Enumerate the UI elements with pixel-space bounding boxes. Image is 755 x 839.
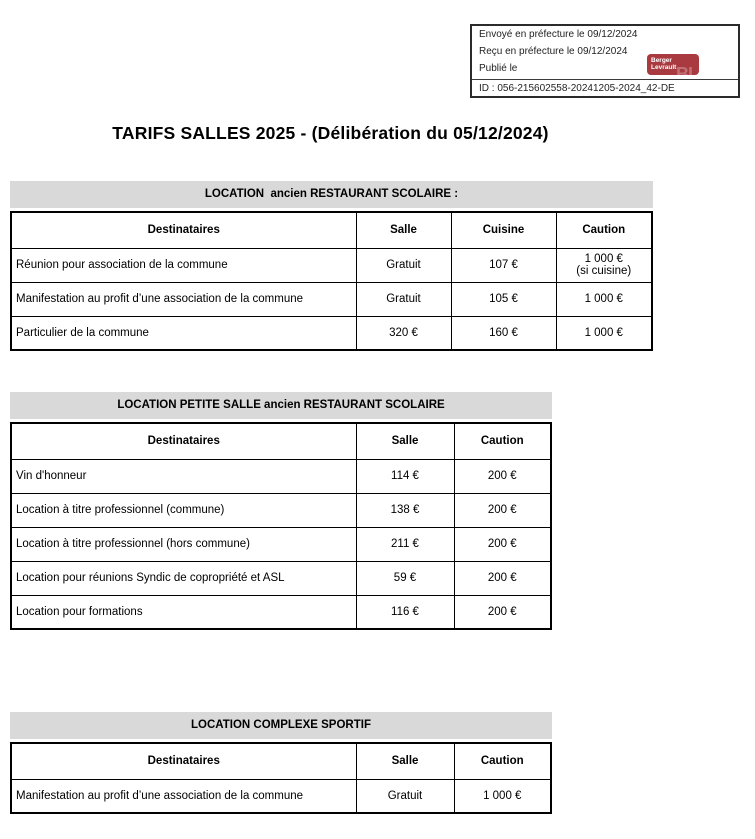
cell-tarif: 320 € — [355, 315, 452, 351]
column-header: Destinataires — [10, 211, 357, 249]
cell-tarif: 200 € — [453, 492, 552, 528]
section-title: LOCATION PETITE SALLE ancien RESTAURANT … — [10, 392, 552, 419]
table-block-ancien-restaurant-scolaire: LOCATION ancien RESTAURANT SCOLAIRE : De… — [10, 181, 653, 351]
section-title: LOCATION COMPLEXE SPORTIF — [10, 712, 552, 739]
cell-tarif: 160 € — [450, 315, 557, 351]
table-row: Location à titre professionnel (commune)… — [10, 492, 552, 528]
cell-tarif: 116 € — [355, 594, 455, 630]
cell-tarif: 59 € — [355, 560, 455, 596]
section-title: LOCATION ancien RESTAURANT SCOLAIRE : — [10, 181, 653, 208]
table-row: Particulier de la commune 320 €160 €1 000… — [10, 315, 653, 351]
cell-destinataire: Manifestation au profit d’une associatio… — [10, 281, 357, 317]
cell-destinataire: Réunion pour association de la commune — [10, 247, 357, 283]
column-header: Caution — [555, 211, 653, 249]
table-row: Location pour réunions Syndic de copropr… — [10, 560, 552, 596]
column-header: Salle — [355, 422, 455, 460]
cell-tarif: 1 000 € — [555, 315, 653, 351]
cell-tarif: 107 € — [450, 247, 557, 283]
table-row: Réunion pour association de la commune Gr… — [10, 247, 653, 283]
table-row: Vin d'honneur 114 €200 € — [10, 458, 552, 494]
cell-tarif: 200 € — [453, 526, 552, 562]
tarif-table-complexe-sportif: Destinataires Salle Caution Manifestation a… — [10, 742, 552, 814]
column-header: Caution — [453, 742, 552, 780]
column-header: Salle — [355, 211, 452, 249]
cell-tarif: 200 € — [453, 560, 552, 596]
cell-destinataire: Location à titre professionnel (hors com… — [10, 526, 357, 562]
cell-tarif: 200 € — [453, 594, 552, 630]
cell-tarif: 200 € — [453, 458, 552, 494]
column-header: Caution — [453, 422, 552, 460]
cell-destinataire: Location à titre professionnel (commune) — [10, 492, 357, 528]
cell-destinataire: Particulier de la commune — [10, 315, 357, 351]
cell-tarif: 211 € — [355, 526, 455, 562]
table-row: Location à titre professionnel (hors com… — [10, 526, 552, 562]
logo-text-line2: Levrault — [651, 64, 677, 71]
stamp-id-line: ID : 056-215602558-20241205-2024_42-DE — [472, 79, 738, 96]
column-header: Cuisine — [450, 211, 557, 249]
logo-text-line1: Berger — [651, 57, 672, 64]
table-row: Manifestation au profit d’une associatio… — [10, 778, 552, 814]
cell-tarif: 1 000 € — [555, 281, 653, 317]
column-header: Destinataires — [10, 422, 357, 460]
logo-watermark: BL — [676, 64, 699, 75]
cell-tarif: Gratuit — [355, 247, 452, 283]
column-header: Destinataires — [10, 742, 357, 780]
column-header: Salle — [355, 742, 455, 780]
stamp-published-line: Publié le — [479, 63, 518, 74]
cell-destinataire: Location pour réunions Syndic de copropr… — [10, 560, 357, 596]
cell-tarif: Gratuit — [355, 281, 452, 317]
cell-destinataire: Location pour formations — [10, 594, 357, 630]
berger-levrault-logo: Berger Levrault BL — [647, 54, 699, 75]
table-row: Location pour formations 116 €200 € — [10, 594, 552, 630]
cell-tarif: 114 € — [355, 458, 455, 494]
stamp-received-line: Reçu en préfecture le 09/12/2024 — [479, 46, 628, 57]
page-title: TARIFS SALLES 2025 - (Délibération du 05… — [112, 123, 549, 143]
table-block-complexe-sportif: LOCATION COMPLEXE SPORTIF Destinataires S… — [10, 712, 552, 814]
column-header-row: Destinataires Salle Cuisine Caution — [10, 211, 653, 249]
column-header-row: Destinataires Salle Caution — [10, 422, 552, 460]
cell-tarif: 1 000 € (si cuisine) — [555, 247, 653, 283]
cell-tarif: 138 € — [355, 492, 455, 528]
cell-tarif: 105 € — [450, 281, 557, 317]
cell-tarif: 1 000 € — [453, 778, 552, 814]
prefecture-stamp: Envoyé en préfecture le 09/12/2024 Reçu … — [470, 24, 740, 98]
table-block-petite-salle: LOCATION PETITE SALLE ancien RESTAURANT … — [10, 392, 552, 630]
tarif-table-petite-salle: Destinataires Salle Caution Vin d'honneur 11… — [10, 422, 552, 630]
column-header-row: Destinataires Salle Caution — [10, 742, 552, 780]
cell-tarif: Gratuit — [355, 778, 455, 814]
stamp-sent-line: Envoyé en préfecture le 09/12/2024 — [479, 29, 638, 40]
table-row: Manifestation au profit d’une associatio… — [10, 281, 653, 317]
cell-destinataire: Manifestation au profit d’une associatio… — [10, 778, 357, 814]
cell-destinataire: Vin d'honneur — [10, 458, 357, 494]
tarif-table-ancien-restaurant-scolaire: Destinataires Salle Cuisine Caution Réunion … — [10, 211, 653, 351]
